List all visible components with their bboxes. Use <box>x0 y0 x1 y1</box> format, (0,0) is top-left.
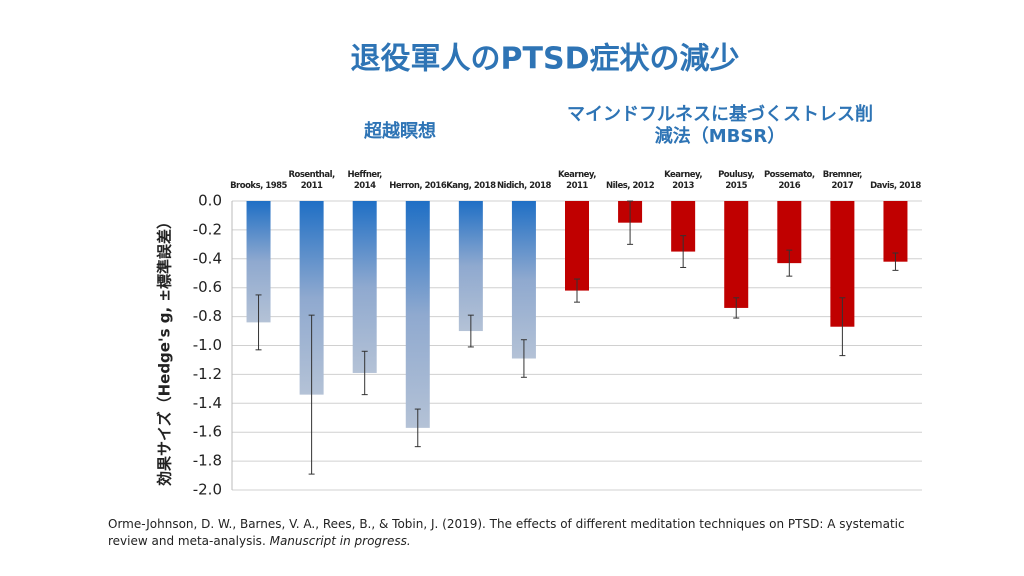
bar <box>883 201 908 262</box>
category-label: Davis, 2018 <box>870 181 921 191</box>
error-bar <box>308 314 315 475</box>
category-label: Nidich, 2018 <box>496 181 551 191</box>
citation-italic: Manuscript in progress. <box>269 534 411 548</box>
bar <box>246 201 271 323</box>
chart-title: 退役軍人のPTSD症状の減少 <box>351 42 740 77</box>
y-tick-label: -1.6 <box>193 423 222 441</box>
category-label: Kearney, 2011 <box>557 170 597 191</box>
y-tick-label: -0.6 <box>193 278 222 296</box>
citation-text: Orme-Johnson, D. W., Barnes, V. A., Rees… <box>108 517 905 548</box>
error-bar <box>839 297 846 357</box>
y-tick-label: -1.2 <box>193 365 222 383</box>
y-tick-label: 0.0 <box>198 192 222 210</box>
bar <box>405 201 430 428</box>
error-bar <box>361 350 368 396</box>
y-tick-label: -1.0 <box>193 336 222 354</box>
error-bar <box>574 278 580 303</box>
y-tick-label: -1.4 <box>193 394 222 412</box>
error-bar <box>627 200 634 245</box>
category-label: Bremner, 2017 <box>822 170 863 191</box>
category-label: Heffner, 2014 <box>347 170 383 191</box>
error-bar <box>520 339 527 378</box>
error-bar <box>892 252 899 271</box>
category-label: Niles, 2012 <box>606 181 655 191</box>
y-axis-label: 効果サイズ（Hedge's g, ±標準誤差） <box>156 214 174 486</box>
category-label: Kang, 2018 <box>446 181 496 191</box>
y-tick-label: -0.4 <box>193 249 222 267</box>
error-bar <box>467 314 474 348</box>
y-tick-label: -0.8 <box>193 307 222 325</box>
error-bar <box>414 408 421 448</box>
category-label: Poulusy, 2015 <box>718 170 755 191</box>
y-tick-label: -0.2 <box>193 220 222 238</box>
group-label: 超越瞑想 <box>364 121 436 142</box>
error-bar <box>786 249 793 277</box>
bar <box>511 201 536 359</box>
category-label: Kearney, 2013 <box>664 170 703 191</box>
bar <box>352 201 377 373</box>
y-tick-label: -2.0 <box>193 481 222 499</box>
bar <box>565 201 589 291</box>
category-label: Herron, 2016 <box>389 181 447 191</box>
group-label: マインドフルネスに基づくストレス削減法（MBSR） <box>567 104 873 147</box>
error-bar <box>680 235 687 268</box>
citation: Orme-Johnson, D. W., Barnes, V. A., Rees… <box>108 516 928 550</box>
category-label: Possemato, 2016 <box>763 170 815 191</box>
error-bar <box>733 297 740 319</box>
bar <box>458 201 483 332</box>
y-tick-label: -1.8 <box>193 452 222 470</box>
bar <box>724 201 749 308</box>
category-label: Rosenthal, 2011 <box>288 170 335 191</box>
category-label: Brooks, 1985 <box>230 181 287 191</box>
error-bar <box>255 294 262 351</box>
